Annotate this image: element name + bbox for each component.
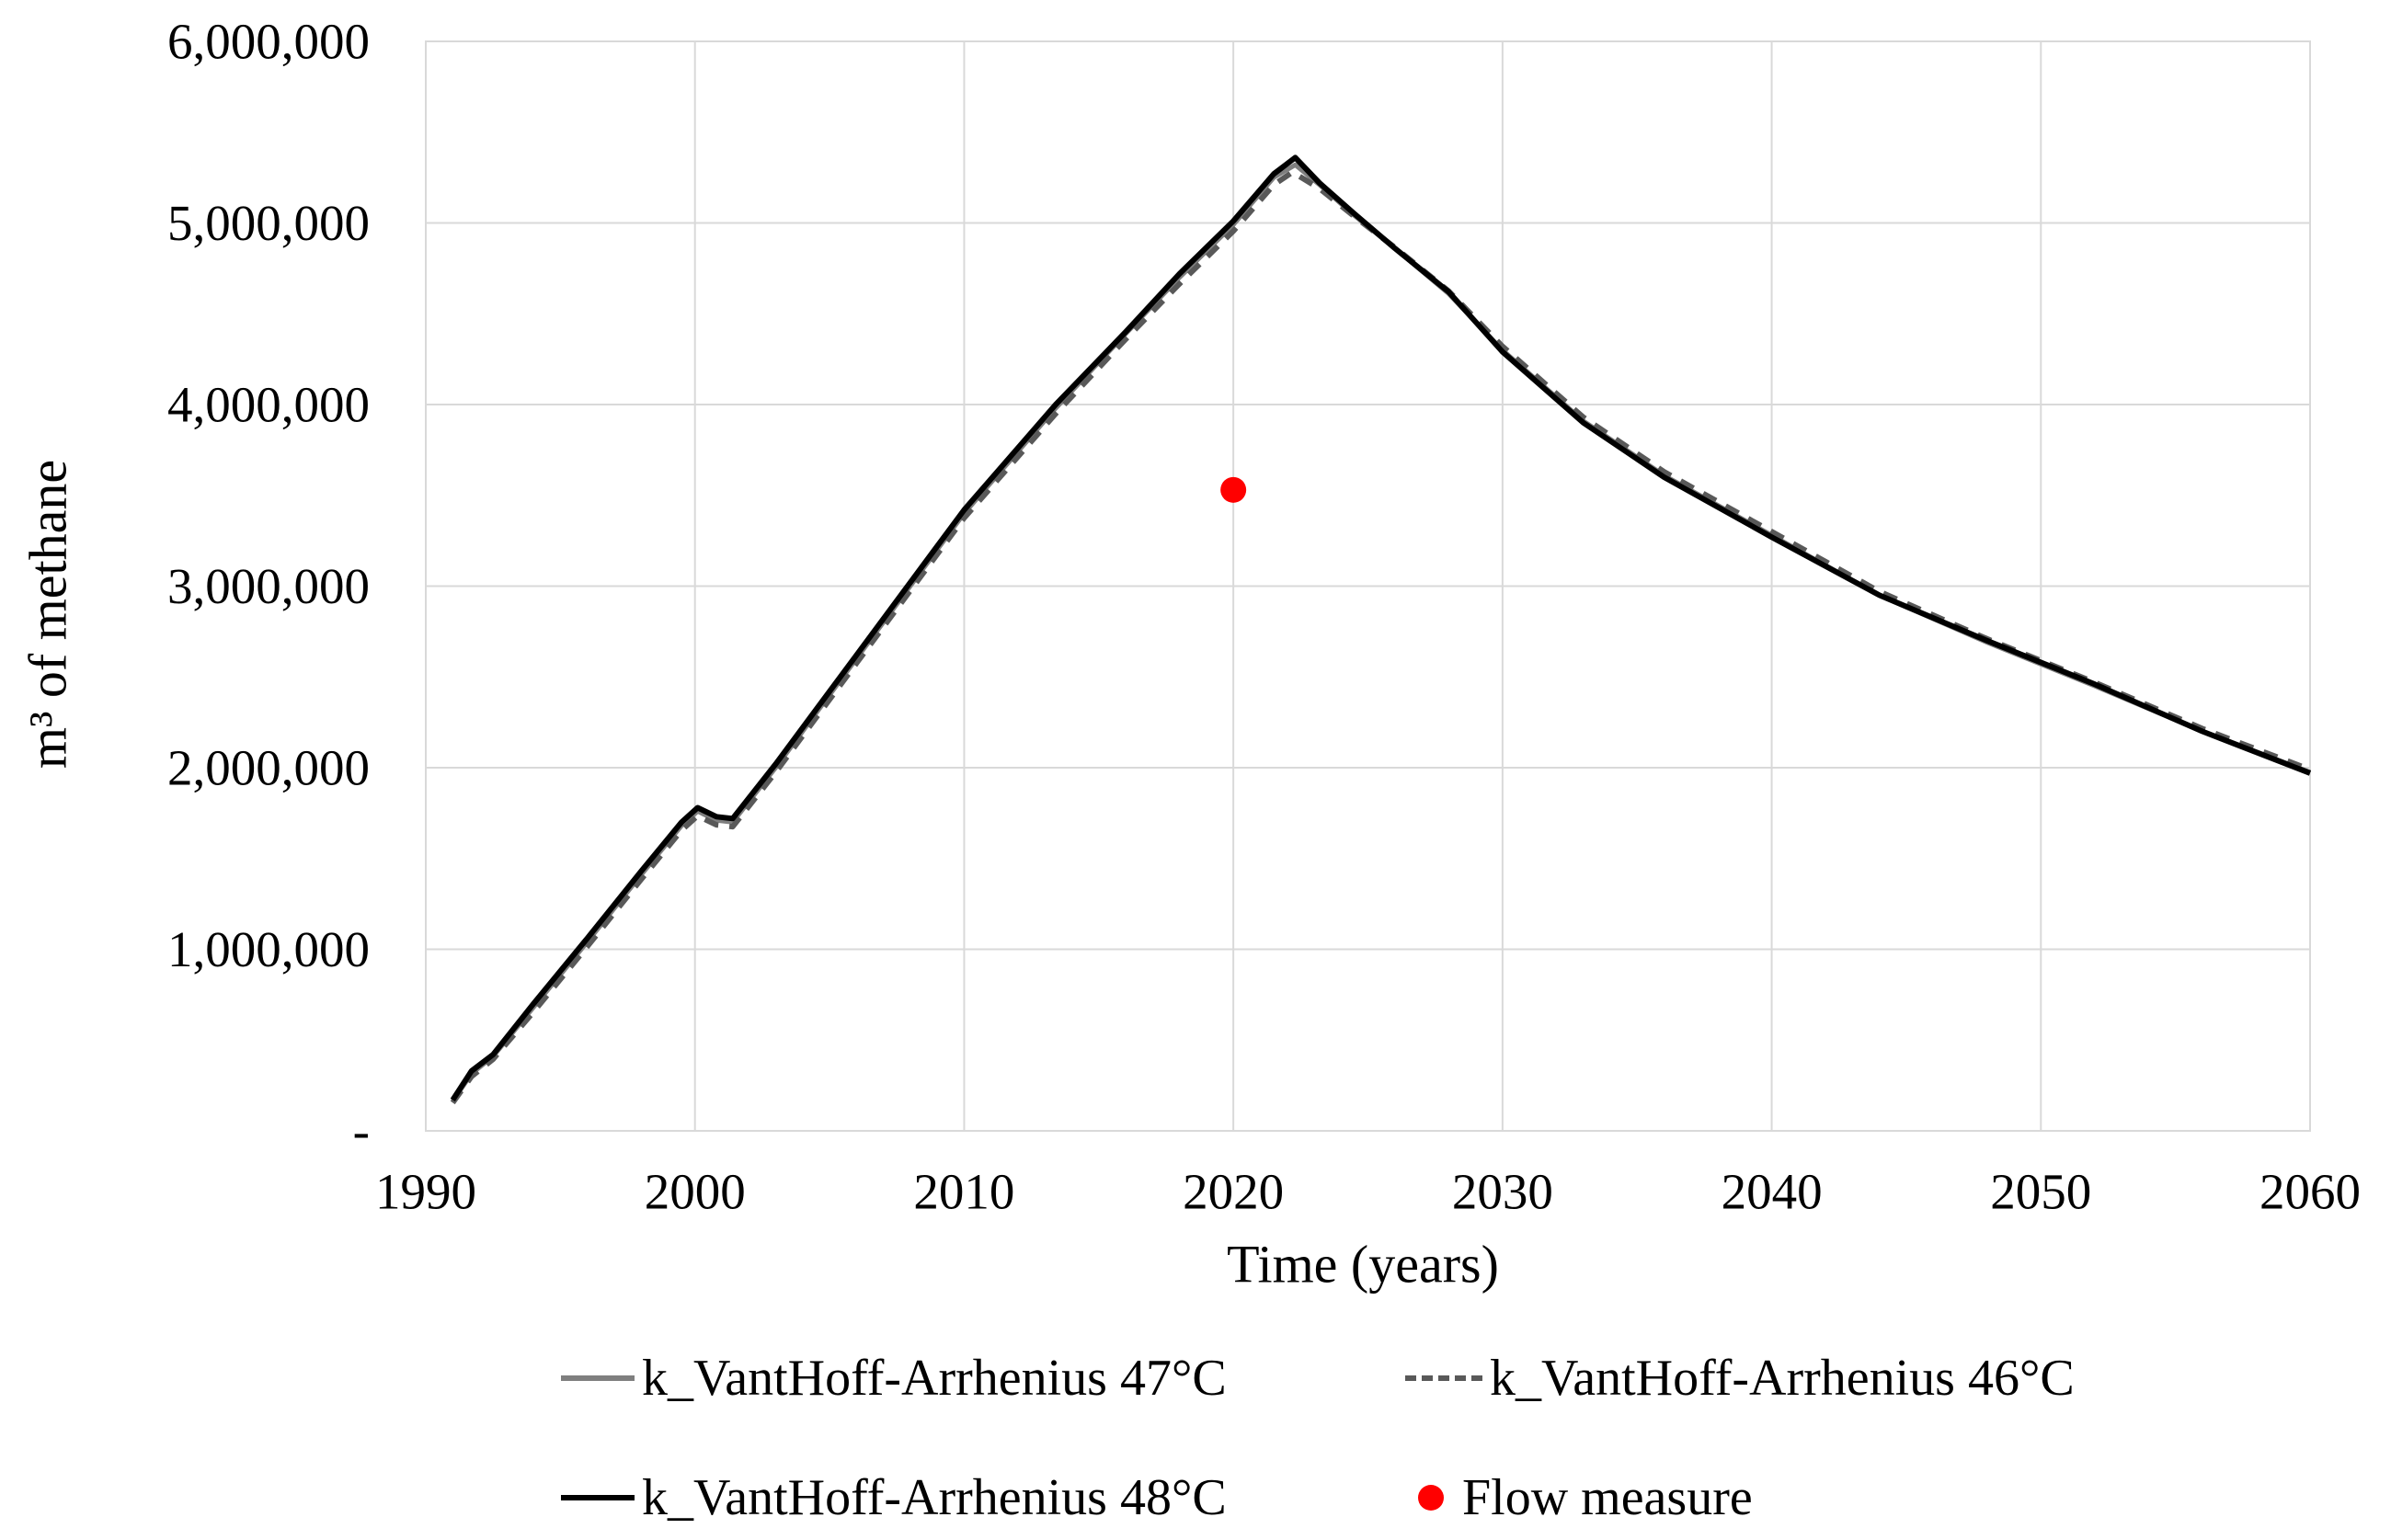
solid-black-line-icon: [561, 1495, 635, 1500]
y-axis-tick-label: 1,000,000: [167, 921, 370, 977]
x-axis-tick-label: 2060: [2259, 1164, 2361, 1220]
y-axis-title: m³ of methane: [17, 459, 78, 770]
x-axis-tick-label: 2000: [645, 1164, 746, 1220]
x-axis-tick-label: 2050: [1990, 1164, 2091, 1220]
series-line-2: [450, 154, 2312, 1102]
legend-label: k_VantHoff-Arrhenius 48°C: [642, 1469, 1227, 1526]
legend-label: Flow measure: [1462, 1469, 1753, 1526]
legend-item-vanthoff-47c: k_VantHoff-Arrhenius 47°C: [561, 1349, 1227, 1408]
x-axis-tick-label: 2010: [913, 1164, 1014, 1220]
legend-item-flow-measure: Flow measure: [1413, 1468, 1753, 1527]
x-axis-tick-label: 2040: [1722, 1164, 1823, 1220]
y-axis-tick-label: 6,000,000: [167, 14, 370, 70]
y-axis-tick-label: 4,000,000: [167, 377, 370, 433]
solid-gray-line-icon: [561, 1375, 635, 1381]
y-axis-tick-label: 2,000,000: [167, 740, 370, 796]
x-axis-title: Time (years): [1227, 1234, 1499, 1295]
x-axis-tick-label: 2020: [1183, 1164, 1284, 1220]
y-axis-tick-label: 5,000,000: [167, 195, 370, 251]
legend-item-vanthoff-48c: k_VantHoff-Arrhenius 48°C: [561, 1468, 1227, 1527]
red-dot-icon: [1418, 1485, 1444, 1511]
dashed-gray-line-icon: [1405, 1375, 1482, 1381]
series-line-1: [450, 169, 2312, 1105]
y-axis-tick-label: 3,000,000: [167, 558, 370, 614]
x-axis-tick-label: 2030: [1452, 1164, 1553, 1220]
y-axis-tick-label: -: [353, 1103, 370, 1159]
legend-item-vanthoff-46c: k_VantHoff-Arrhenius 46°C: [1405, 1349, 2075, 1408]
legend-label: k_VantHoff-Arrhenius 47°C: [642, 1350, 1227, 1407]
flow-measure-point: [1220, 476, 1247, 503]
series-line-0: [451, 162, 2311, 1103]
x-axis-tick-label: 1990: [375, 1164, 476, 1220]
legend-label: k_VantHoff-Arrhenius 46°C: [1490, 1350, 2075, 1407]
plot-border: [425, 40, 2311, 1132]
